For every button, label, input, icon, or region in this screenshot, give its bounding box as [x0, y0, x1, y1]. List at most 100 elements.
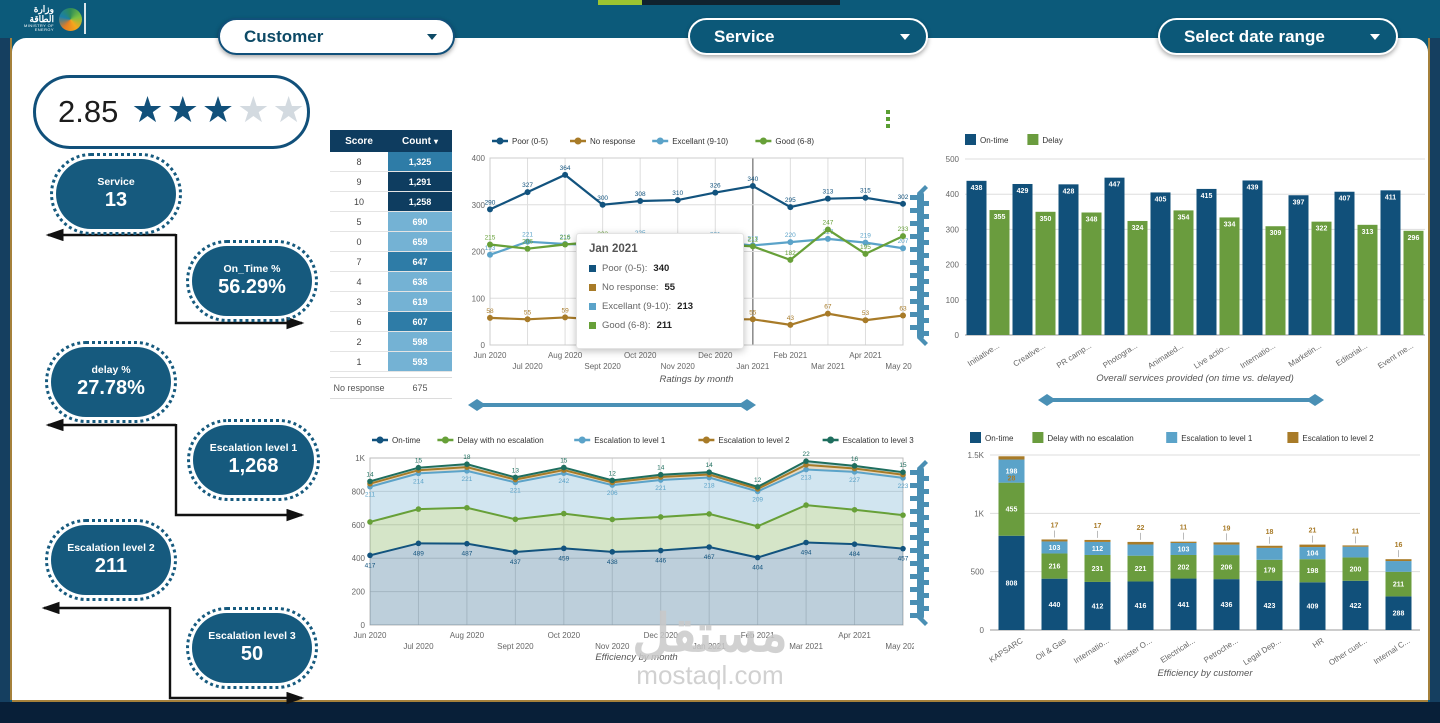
- svg-text:Sept 2020: Sept 2020: [497, 642, 534, 651]
- svg-text:Internatio...: Internatio...: [1239, 341, 1277, 370]
- kpi-service-count: Service 13: [50, 153, 182, 235]
- svg-text:404: 404: [752, 565, 763, 572]
- svg-text:440: 440: [1049, 602, 1061, 609]
- date-range-filter-dropdown[interactable]: Select date range: [1158, 18, 1398, 55]
- svg-text:415: 415: [1201, 193, 1213, 200]
- count-column-header[interactable]: Count ▾: [402, 135, 438, 147]
- svg-text:213: 213: [747, 235, 758, 242]
- svg-text:Dec 2020: Dec 2020: [644, 631, 679, 640]
- svg-text:348: 348: [1086, 217, 1098, 224]
- star-empty-icon: ★: [272, 88, 305, 130]
- svg-text:Ratings by month: Ratings by month: [660, 374, 734, 385]
- svg-text:308: 308: [635, 191, 646, 198]
- watermark: مستقل mostaql.com: [560, 604, 860, 691]
- svg-text:100: 100: [472, 294, 486, 303]
- svg-text:12: 12: [609, 470, 617, 477]
- svg-text:211: 211: [365, 492, 376, 499]
- kpi-label: Service: [97, 176, 135, 188]
- svg-text:Excellant (9-10): Excellant (9-10): [672, 137, 728, 146]
- page-border-left: [0, 38, 10, 702]
- svg-text:Feb 2021: Feb 2021: [773, 351, 807, 360]
- svg-text:Escalation to level 3: Escalation to level 3: [843, 436, 914, 445]
- kpi-label: Escalation level 3: [208, 630, 296, 642]
- svg-text:17: 17: [1094, 523, 1102, 530]
- chevron-down-icon: [1370, 33, 1380, 40]
- svg-text:Animated...: Animated...: [1146, 341, 1185, 371]
- svg-text:429: 429: [1017, 188, 1029, 195]
- svg-text:340: 340: [747, 176, 758, 183]
- svg-text:182: 182: [785, 250, 796, 257]
- tooltip-item: Good (6-8): 211: [589, 320, 731, 331]
- svg-text:221: 221: [510, 487, 521, 494]
- score-table-footer-row: No response 675: [330, 377, 452, 399]
- svg-text:233: 233: [898, 226, 909, 233]
- gold-accent-left: [10, 38, 12, 700]
- score-table-row: 8 1,325: [330, 152, 452, 172]
- ratings-chart-range-slider[interactable]: [466, 398, 758, 412]
- score-table-row: 4 636: [330, 272, 452, 292]
- svg-text:288: 288: [1393, 611, 1405, 618]
- svg-text:211: 211: [1393, 582, 1404, 589]
- star-filled-icon: ★: [166, 88, 199, 130]
- svg-text:Jul 2020: Jul 2020: [403, 642, 434, 651]
- svg-text:16: 16: [851, 456, 859, 463]
- svg-text:Electrical...: Electrical...: [1159, 636, 1197, 665]
- watermark-domain: mostaql.com: [636, 660, 784, 690]
- svg-text:400: 400: [472, 154, 486, 163]
- svg-text:407: 407: [1339, 196, 1351, 203]
- kpi-value: 50: [240, 643, 264, 665]
- svg-text:400: 400: [352, 554, 366, 563]
- svg-text:103: 103: [1178, 546, 1190, 553]
- kpi-value: 211: [94, 555, 128, 577]
- customer-filter-label: Customer: [244, 26, 324, 46]
- svg-text:On-time: On-time: [980, 136, 1009, 145]
- svg-text:324: 324: [1132, 225, 1144, 232]
- svg-text:428: 428: [1063, 188, 1075, 195]
- ministry-logo-icon: [59, 7, 82, 31]
- svg-text:Nov 2020: Nov 2020: [661, 362, 696, 371]
- svg-text:216: 216: [1049, 564, 1061, 571]
- svg-text:1.5K: 1.5K: [968, 451, 985, 460]
- svg-text:206: 206: [522, 239, 533, 246]
- score-table-row: 1 593: [330, 352, 452, 372]
- efficiency-by-month-area-chart: 0 200 400 600 800 1K 417 489 487 437 459 438 446 467 4…: [352, 436, 914, 663]
- svg-text:213: 213: [801, 475, 812, 482]
- score-count-table: Score Count ▾ 8 1,325 9 1,291 10 1,258 5 690 0 65…: [330, 130, 452, 399]
- svg-text:487: 487: [461, 551, 472, 558]
- svg-text:Oct 2020: Oct 2020: [548, 631, 581, 640]
- svg-text:Jan 2021: Jan 2021: [693, 642, 726, 651]
- svg-text:1K: 1K: [974, 509, 984, 518]
- kpi-on-time-percent: On_Time % 56.29%: [186, 240, 318, 322]
- svg-text:215: 215: [560, 234, 571, 241]
- svg-text:350: 350: [1040, 216, 1052, 223]
- svg-text:416: 416: [1135, 603, 1147, 610]
- star-filled-icon: ★: [131, 88, 164, 130]
- svg-text:Aug 2020: Aug 2020: [450, 631, 485, 640]
- service-filter-dropdown[interactable]: Service: [688, 18, 928, 55]
- svg-text:209: 209: [752, 496, 763, 503]
- svg-text:104: 104: [1307, 551, 1319, 558]
- svg-text:405: 405: [1155, 196, 1167, 203]
- svg-text:193: 193: [485, 245, 496, 252]
- svg-text:16: 16: [1395, 542, 1403, 549]
- svg-text:198: 198: [1307, 568, 1319, 575]
- svg-text:484: 484: [849, 551, 860, 558]
- customer-filter-dropdown[interactable]: Customer: [218, 18, 455, 55]
- svg-text:21: 21: [1309, 528, 1317, 535]
- svg-text:231: 231: [1092, 566, 1104, 573]
- svg-text:198: 198: [1006, 469, 1018, 476]
- score-table-row: 5 690: [330, 212, 452, 232]
- chart-options-kebab-menu-icon[interactable]: [886, 110, 890, 128]
- svg-text:0: 0: [955, 331, 960, 340]
- svg-text:218: 218: [704, 483, 715, 490]
- svg-text:Poor (0-5): Poor (0-5): [512, 137, 548, 146]
- svg-text:247: 247: [822, 220, 833, 227]
- kpi-escalation-level-2: Escalation level 2 211: [45, 519, 177, 601]
- svg-text:327: 327: [522, 182, 533, 189]
- svg-text:Marketin...: Marketin...: [1287, 341, 1323, 369]
- tooltip-title: Jan 2021: [589, 243, 638, 255]
- services-chart-range-slider[interactable]: [1036, 393, 1326, 407]
- svg-text:Delay with no escalation: Delay with no escalation: [457, 436, 543, 445]
- svg-text:100: 100: [946, 296, 960, 305]
- svg-text:446: 446: [655, 558, 666, 565]
